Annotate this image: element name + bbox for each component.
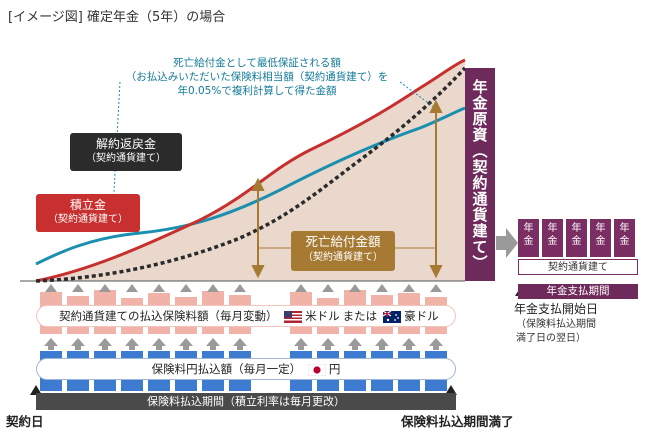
end-day-marker bbox=[445, 385, 457, 395]
minimum-guarantee-note: 死亡給付金として最低保証される額 （お払込みいただいた保険料相当額（契約通貨建て… bbox=[114, 56, 400, 99]
jpy-flag-icon bbox=[307, 363, 326, 376]
annuity-currency-label: 契約通貨建て bbox=[518, 259, 638, 275]
surrender-line bbox=[35, 66, 467, 283]
annuity-start-label: 年金支払開始日 bbox=[514, 302, 599, 316]
annuity-start-note-line1: （保険料払込期間 bbox=[516, 319, 596, 330]
annuity-start-note: （保険料払込期間 満了日の翌日） bbox=[516, 318, 596, 345]
accum-label-line2: （契約通貨建て） bbox=[48, 214, 128, 226]
transition-arrow-icon bbox=[496, 228, 518, 258]
surrender-label-line2: （契約通貨建て） bbox=[86, 153, 166, 165]
death-arrow-left bbox=[251, 177, 265, 279]
aud-label: 豪ドル bbox=[404, 309, 439, 323]
annuity-start-note-line2: 満了日の翌日） bbox=[516, 332, 586, 344]
death-arrow-right bbox=[429, 99, 443, 279]
teal-note-line2: （お払込みいただいた保険料相当額（契約通貨建て）を bbox=[125, 71, 389, 84]
death-label-line1: 死亡給付金額 bbox=[305, 234, 381, 249]
teal-note-line1: 死亡給付金として最低保証される額 bbox=[173, 57, 341, 69]
up-arrows-upper bbox=[45, 284, 442, 292]
or-label: または bbox=[342, 309, 378, 323]
guarantee-line bbox=[35, 106, 466, 266]
yen-label: 円 bbox=[328, 362, 341, 376]
contract-day-marker bbox=[30, 385, 42, 395]
premium-period-bar: 保険料払込期間（積立利率は毎月更改） bbox=[36, 393, 456, 410]
up-arrows-lower bbox=[44, 338, 443, 350]
contract-day-label: 契約日 bbox=[6, 414, 44, 429]
yen-premium-band: 保険料円払込額（毎月一定） 円 bbox=[36, 358, 456, 380]
accumulation-label: 積立金 （契約通貨建て） bbox=[36, 194, 140, 232]
aud-flag-icon bbox=[383, 310, 402, 323]
annuity-cell: 年金 bbox=[566, 219, 587, 257]
accum-label-line1: 積立金 bbox=[69, 198, 106, 212]
annuity-cell: 年金 bbox=[590, 219, 611, 257]
annuity-principal-column: 年金原資（契約通貨建て） bbox=[465, 68, 495, 281]
death-label-line2: （契約通貨建て） bbox=[303, 251, 383, 263]
accumulation-area bbox=[36, 60, 465, 281]
annuity-cell: 年金 bbox=[518, 219, 539, 257]
death-benefit-label: 死亡給付金額 （契約通貨建て） bbox=[291, 231, 395, 271]
page-title: [イメージ図] 確定年金（5年）の場合 bbox=[8, 10, 226, 25]
annuity-cell: 年金 bbox=[614, 219, 635, 257]
blue-band-text: 保険料円払込額（毎月一定） bbox=[151, 362, 302, 376]
pink-band-text: 契約通貨建ての払込保険料額（毎月変動） bbox=[59, 309, 278, 323]
usd-flag-icon bbox=[284, 310, 303, 323]
surrender-label-line1: 解約返戻金 bbox=[95, 137, 156, 151]
annuity-cell: 年金 bbox=[542, 219, 563, 257]
usd-label: 米ドル bbox=[305, 309, 340, 323]
annuity-payments: 年金 年金 年金 年金 年金 bbox=[518, 219, 638, 257]
contract-currency-premium-band: 契約通貨建ての払込保険料額（毎月変動） 米ドル または 豪ドル bbox=[36, 305, 456, 327]
premium-period-end-label: 保険料払込期間満了 bbox=[401, 414, 514, 429]
accumulation-line bbox=[35, 58, 466, 283]
teal-note-line3: 年0.05%で複利計算して得た金額 bbox=[177, 85, 337, 98]
annuity-period-bar: 年金支払期間 bbox=[518, 284, 638, 299]
surrender-value-label: 解約返戻金 （契約通貨建て） bbox=[70, 133, 182, 171]
teal-leader-2 bbox=[399, 81, 436, 109]
